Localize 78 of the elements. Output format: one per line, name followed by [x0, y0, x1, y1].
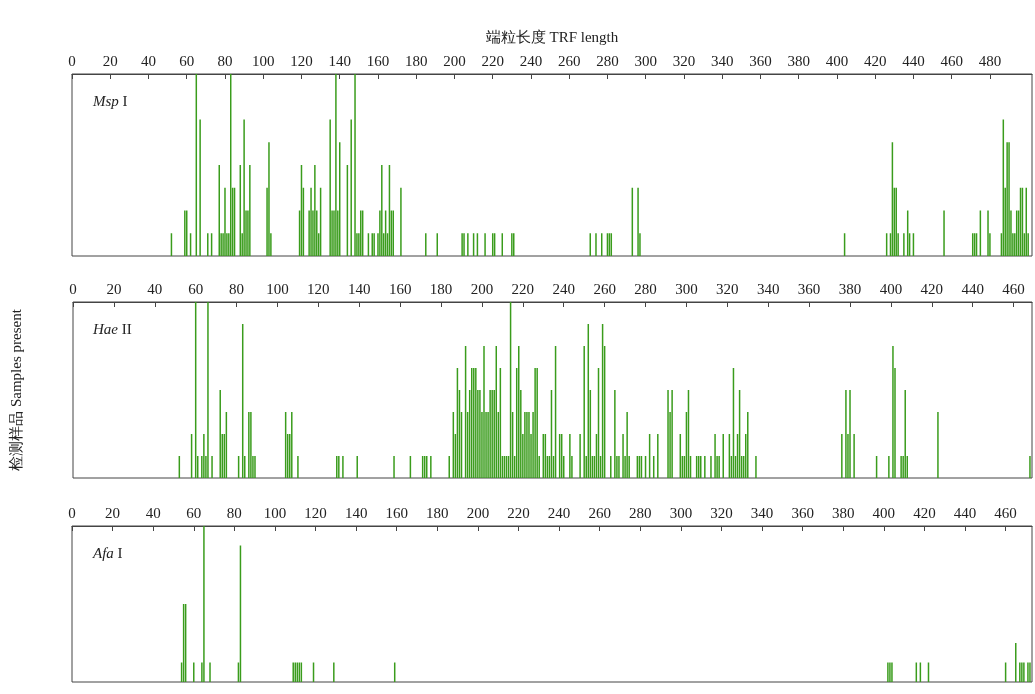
x-tick-label: 60	[186, 504, 202, 521]
x-tick-label: 160	[388, 280, 412, 297]
x-tick-label: 200	[470, 280, 494, 297]
x-tick-label: 320	[672, 52, 696, 69]
x-tick-label: 0	[68, 504, 76, 521]
x-tick-label: 480	[978, 52, 1002, 69]
x-tick-label: 120	[304, 504, 327, 521]
text: Msp I	[92, 92, 128, 109]
x-tick-label: 440	[961, 280, 984, 297]
x-tick-label: 340	[750, 504, 774, 521]
x-tick-label: 360	[791, 504, 814, 521]
x-tick-label: 100	[251, 52, 275, 69]
x-tick-label: 20	[105, 504, 121, 521]
text: Afa I	[92, 544, 123, 561]
x-tick-label: 400	[879, 280, 903, 297]
x-tick-label: 180	[426, 504, 449, 521]
x-tick-label: 140	[344, 504, 368, 521]
x-tick-label: 120	[290, 52, 313, 69]
x-tick-label: 240	[519, 52, 543, 69]
x-tick-label: 260	[557, 52, 581, 69]
x-tick-label: 100	[266, 280, 289, 297]
x-tick-label: 320	[710, 504, 733, 521]
x-tick-label: 280	[596, 52, 619, 69]
x-tick-label: 0	[69, 280, 77, 297]
x-tick-label: 240	[552, 280, 575, 297]
x-tick-label: 240	[547, 504, 571, 521]
x-tick-label: 60	[188, 280, 204, 297]
x-tick-label: 0	[68, 52, 76, 69]
x-tick-label: 360	[749, 52, 772, 69]
x-tick-label: 220	[511, 280, 535, 297]
x-tick-label: 80	[226, 504, 242, 521]
x-tick-label: 440	[953, 504, 977, 521]
x-tick-label: 460	[1002, 280, 1025, 297]
x-tick-label: 80	[229, 280, 245, 297]
x-tick-label: 100	[263, 504, 287, 521]
x-tick-label: 120	[307, 280, 330, 297]
x-tick-label: 280	[634, 280, 657, 297]
x-tick-label: 280	[629, 504, 652, 521]
x-tick-label: 340	[710, 52, 734, 69]
x-tick-label: 420	[913, 504, 936, 521]
x-tick-label: 160	[366, 52, 390, 69]
x-tick-label: 200	[466, 504, 490, 521]
x-tick-label: 340	[756, 280, 780, 297]
y-axis-title: 检测样品 Samples present	[7, 308, 24, 471]
x-tick-label: 40	[147, 280, 163, 297]
x-tick-label: 40	[140, 52, 156, 69]
x-tick-label: 360	[797, 280, 821, 297]
text: Hae II	[92, 320, 132, 337]
x-tick-label: 260	[593, 280, 616, 297]
x-tick-label: 180	[404, 52, 428, 69]
x-tick-label: 300	[634, 52, 657, 69]
x-tick-label: 300	[669, 504, 693, 521]
x-tick-label: 20	[102, 52, 118, 69]
x-tick-label: 380	[787, 52, 810, 69]
x-tick-label: 140	[348, 280, 371, 297]
x-tick-label: 40	[145, 504, 161, 521]
x-tick-label: 180	[429, 280, 453, 297]
x-tick-label: 320	[716, 280, 739, 297]
x-tick-label: 60	[179, 52, 195, 69]
x-tick-label: 220	[507, 504, 530, 521]
x-tick-label: 400	[825, 52, 849, 69]
x-tick-label: 140	[328, 52, 351, 69]
x-tick-label: 420	[863, 52, 887, 69]
x-tick-label: 220	[481, 52, 504, 69]
x-tick-label: 160	[385, 504, 408, 521]
x-tick-label: 380	[838, 280, 862, 297]
x-tick-label: 380	[832, 504, 855, 521]
x-tick-label: 460	[940, 52, 963, 69]
x-tick-label: 440	[902, 52, 925, 69]
x-tick-label: 200	[443, 52, 466, 69]
x-axis-title: 端粒长度 TRF length	[485, 28, 619, 45]
x-tick-label: 460	[994, 504, 1017, 521]
x-tick-label: 80	[217, 52, 233, 69]
x-tick-label: 260	[588, 504, 611, 521]
x-tick-label: 300	[675, 280, 698, 297]
x-tick-label: 420	[920, 280, 944, 297]
x-tick-label: 20	[106, 280, 122, 297]
x-tick-label: 400	[872, 504, 896, 521]
